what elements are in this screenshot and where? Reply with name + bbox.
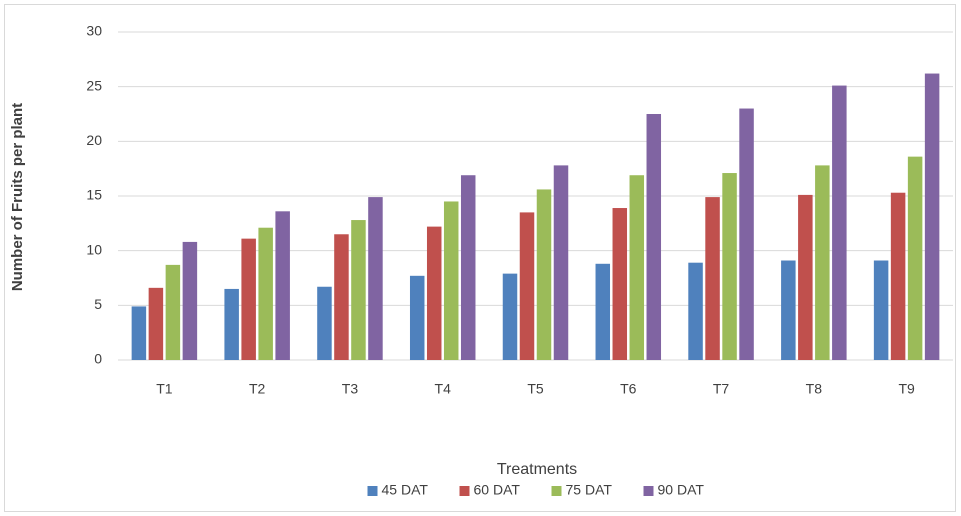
x-axis-title: Treatments bbox=[497, 461, 577, 478]
x-tick-label: T3 bbox=[342, 381, 359, 397]
bar bbox=[368, 197, 383, 360]
bar bbox=[781, 260, 796, 360]
legend-swatch bbox=[459, 486, 470, 496]
legend-swatch bbox=[367, 486, 378, 496]
bar bbox=[182, 241, 198, 360]
bar bbox=[705, 197, 720, 360]
y-tick-label: 5 bbox=[94, 296, 102, 312]
x-tick-label: T8 bbox=[806, 381, 823, 397]
bar bbox=[739, 108, 754, 361]
y-tick-label: 10 bbox=[86, 241, 102, 257]
y-tick-label: 15 bbox=[86, 187, 102, 203]
bar bbox=[722, 173, 737, 360]
x-tick-label: T7 bbox=[713, 381, 730, 397]
bar bbox=[924, 73, 940, 361]
legend-label: 45 DAT bbox=[382, 482, 429, 498]
bar bbox=[351, 220, 366, 360]
bar bbox=[317, 286, 332, 360]
bar bbox=[519, 212, 535, 360]
legend-label: 75 DAT bbox=[566, 482, 613, 498]
x-tick-label: T1 bbox=[156, 381, 173, 397]
legend-swatch bbox=[643, 486, 654, 496]
x-tick-label: T2 bbox=[249, 381, 266, 397]
x-tick-label: T6 bbox=[620, 381, 637, 397]
bar bbox=[275, 211, 290, 360]
bar bbox=[832, 85, 847, 360]
bar bbox=[443, 201, 459, 360]
bar bbox=[224, 288, 239, 360]
legend-label: 60 DAT bbox=[474, 482, 521, 498]
y-tick-label: 0 bbox=[94, 351, 102, 367]
bar bbox=[553, 165, 569, 360]
bar bbox=[460, 175, 476, 360]
y-tick-label: 30 bbox=[86, 23, 102, 39]
bar bbox=[536, 189, 552, 360]
bar bbox=[334, 234, 349, 360]
x-tick-label: T5 bbox=[527, 381, 544, 397]
bar bbox=[629, 175, 645, 360]
y-tick-label: 25 bbox=[86, 77, 102, 93]
x-tick-label: T9 bbox=[898, 381, 915, 397]
bar bbox=[815, 165, 830, 360]
bar bbox=[907, 156, 923, 360]
bar bbox=[165, 264, 181, 360]
x-tick-label: T4 bbox=[435, 381, 452, 397]
bar bbox=[502, 273, 518, 360]
bar bbox=[148, 287, 164, 360]
bar bbox=[688, 262, 703, 360]
y-tick-label: 20 bbox=[86, 132, 102, 148]
chart-border bbox=[4, 4, 956, 512]
legend-swatch bbox=[551, 486, 562, 496]
bar bbox=[873, 260, 889, 360]
bar bbox=[595, 263, 611, 360]
bar bbox=[409, 275, 425, 360]
bar bbox=[426, 226, 442, 360]
bar bbox=[258, 227, 273, 360]
bar bbox=[131, 306, 147, 360]
bar bbox=[241, 238, 256, 360]
bar bbox=[612, 208, 628, 360]
bar bbox=[890, 192, 906, 360]
bar bbox=[798, 194, 813, 360]
bar bbox=[646, 114, 662, 360]
y-axis-title: Number of Fruits per plant bbox=[9, 103, 26, 291]
legend-label: 90 DAT bbox=[658, 482, 705, 498]
